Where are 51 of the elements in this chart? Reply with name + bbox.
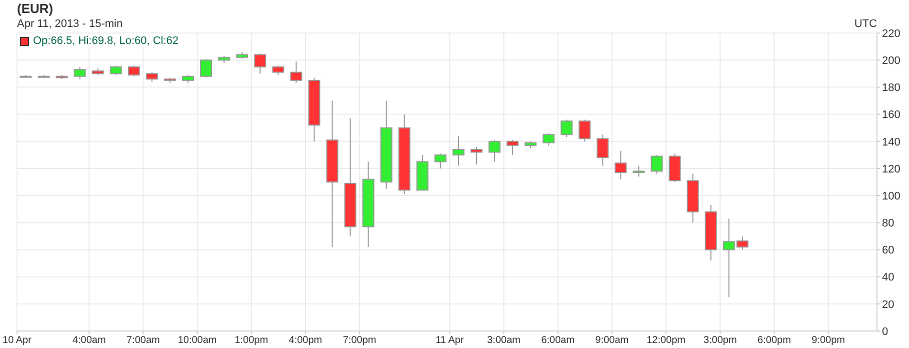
x-tick-label: 3:00am <box>487 335 520 346</box>
x-tick-label: 6:00am <box>541 335 575 346</box>
y-tick-label: 140 <box>882 136 900 148</box>
y-tick-label: 180 <box>882 82 900 94</box>
x-tick-label: 10 Apr <box>2 335 32 346</box>
x-tick-label: 10:00am <box>178 335 217 346</box>
x-tick-label: 1:00pm <box>234 335 268 346</box>
y-tick-label: 40 <box>882 272 894 284</box>
y-tick-label: 20 <box>882 298 894 311</box>
y-tick-label: 100 <box>882 190 900 202</box>
y-tick-label: 0 <box>882 326 888 338</box>
y-tick-label: 80 <box>882 218 894 230</box>
candlestick <box>614 150 627 180</box>
candlestick <box>632 165 645 178</box>
x-tick-label: 4:00pm <box>288 335 322 346</box>
candlestick <box>596 134 609 166</box>
x-tick-label: 12:00pm <box>646 335 686 346</box>
candlestick <box>506 140 519 156</box>
text: UTC <box>854 18 877 30</box>
y-tick-label: 60 <box>882 244 894 257</box>
chart-subtitle: Apr 11, 2013 - 15-min <box>17 18 123 30</box>
candlestick <box>200 58 212 78</box>
x-tick-label: 11 Apr <box>436 335 464 346</box>
candlestick <box>434 153 446 169</box>
candlestick <box>470 146 482 165</box>
annotation: Op:66.5, Hi:69.8, Lo:60, Cl:62 <box>33 35 179 47</box>
candlestick <box>254 52 266 74</box>
x-tick-label: 4:00am <box>72 335 106 346</box>
y-tick-label: 200 <box>882 54 900 67</box>
candlestick <box>578 119 591 142</box>
x-tick-label: 6:00pm <box>758 335 791 346</box>
candlestick <box>560 119 573 138</box>
candlestick <box>290 60 302 84</box>
candlestick <box>488 140 501 162</box>
x-tick-label: 7:00pm <box>342 335 376 346</box>
candlestick <box>452 135 464 166</box>
chart-title: (EUR) <box>17 1 54 16</box>
y-tick-label: 160 <box>882 109 900 122</box>
candlestick <box>74 66 86 80</box>
y-tick-label: 220 <box>882 28 900 40</box>
candlestick <box>272 65 284 76</box>
candlestick <box>146 72 158 82</box>
x-tick-label: 9:00am <box>595 335 629 346</box>
x-tick-label: 7:00am <box>126 335 160 346</box>
x-tick-label: 3:00pm <box>703 335 737 346</box>
candlestick <box>110 65 122 76</box>
candlestick <box>650 154 663 174</box>
x-tick-label: 9:00pm <box>812 335 845 346</box>
y-tick-label: 120 <box>882 163 900 176</box>
candlestick <box>128 65 140 77</box>
candlestick <box>542 132 555 146</box>
